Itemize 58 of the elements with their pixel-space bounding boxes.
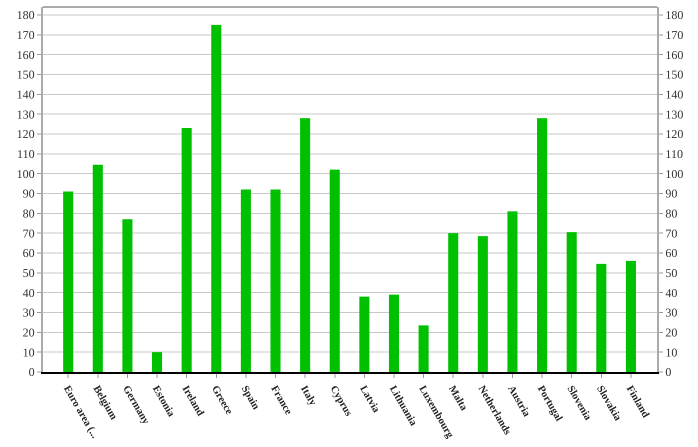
bar [300,118,310,372]
bar [152,352,162,372]
y2-tick-label: 80 [665,206,678,220]
y2-tick-label: 90 [665,186,678,201]
bar [63,191,74,372]
y-tick-label: 0 [28,365,35,380]
y2-tick-label: 150 [665,68,684,82]
y2-tick-label: 120 [665,127,684,142]
y-tick-label: 40 [22,286,35,300]
y-tick-label: 180 [16,8,35,22]
bar [596,264,606,372]
y-tick-label: 30 [22,306,35,320]
y2-tick-label: 20 [665,326,678,340]
y-tick-label: 100 [16,166,35,181]
bar [240,190,251,372]
y-tick-label: 10 [22,345,35,360]
y2-tick-label: 40 [665,286,678,300]
bar [92,164,103,372]
y2-tick-label: 110 [665,146,683,161]
y-tick-label: 60 [22,246,35,260]
bar [270,190,281,372]
bar [626,260,636,372]
bar [448,233,458,372]
y-tick-label: 160 [16,48,35,62]
y2-tick-label: 140 [665,87,684,102]
y-tick-label: 170 [16,28,35,42]
bar [211,24,222,372]
y-tick-label: 90 [22,186,35,201]
y2-tick-label: 160 [665,48,684,62]
y-tick-label: 50 [22,266,35,280]
bar [359,296,370,372]
bar [182,128,192,372]
y-tick-label: 110 [17,146,35,161]
bar [507,211,518,372]
y2-tick-label: 100 [665,166,684,181]
y-tick-label: 20 [22,326,35,340]
y2-tick-label: 0 [665,365,672,380]
y2-tick-label: 30 [665,306,678,320]
bar [330,170,340,372]
y-tick-label: 140 [16,87,35,102]
y2-tick-label: 50 [665,266,678,280]
y2-tick-label: 10 [665,345,678,360]
y-tick-label: 150 [16,68,35,82]
bar [122,219,132,372]
bar [566,232,577,372]
y-tick-label: 130 [16,107,35,122]
y-tick-label: 80 [22,206,35,220]
y-tick-label: 70 [22,226,35,240]
bar [388,294,400,372]
bar [478,236,488,372]
bar [418,325,429,372]
y2-tick-label: 180 [665,8,684,22]
y2-tick-label: 170 [665,28,684,42]
bar [537,118,548,372]
y2-tick-label: 70 [665,226,678,240]
y2-tick-label: 130 [665,107,684,122]
y-tick-label: 120 [16,127,35,142]
y2-tick-label: 60 [665,246,678,260]
